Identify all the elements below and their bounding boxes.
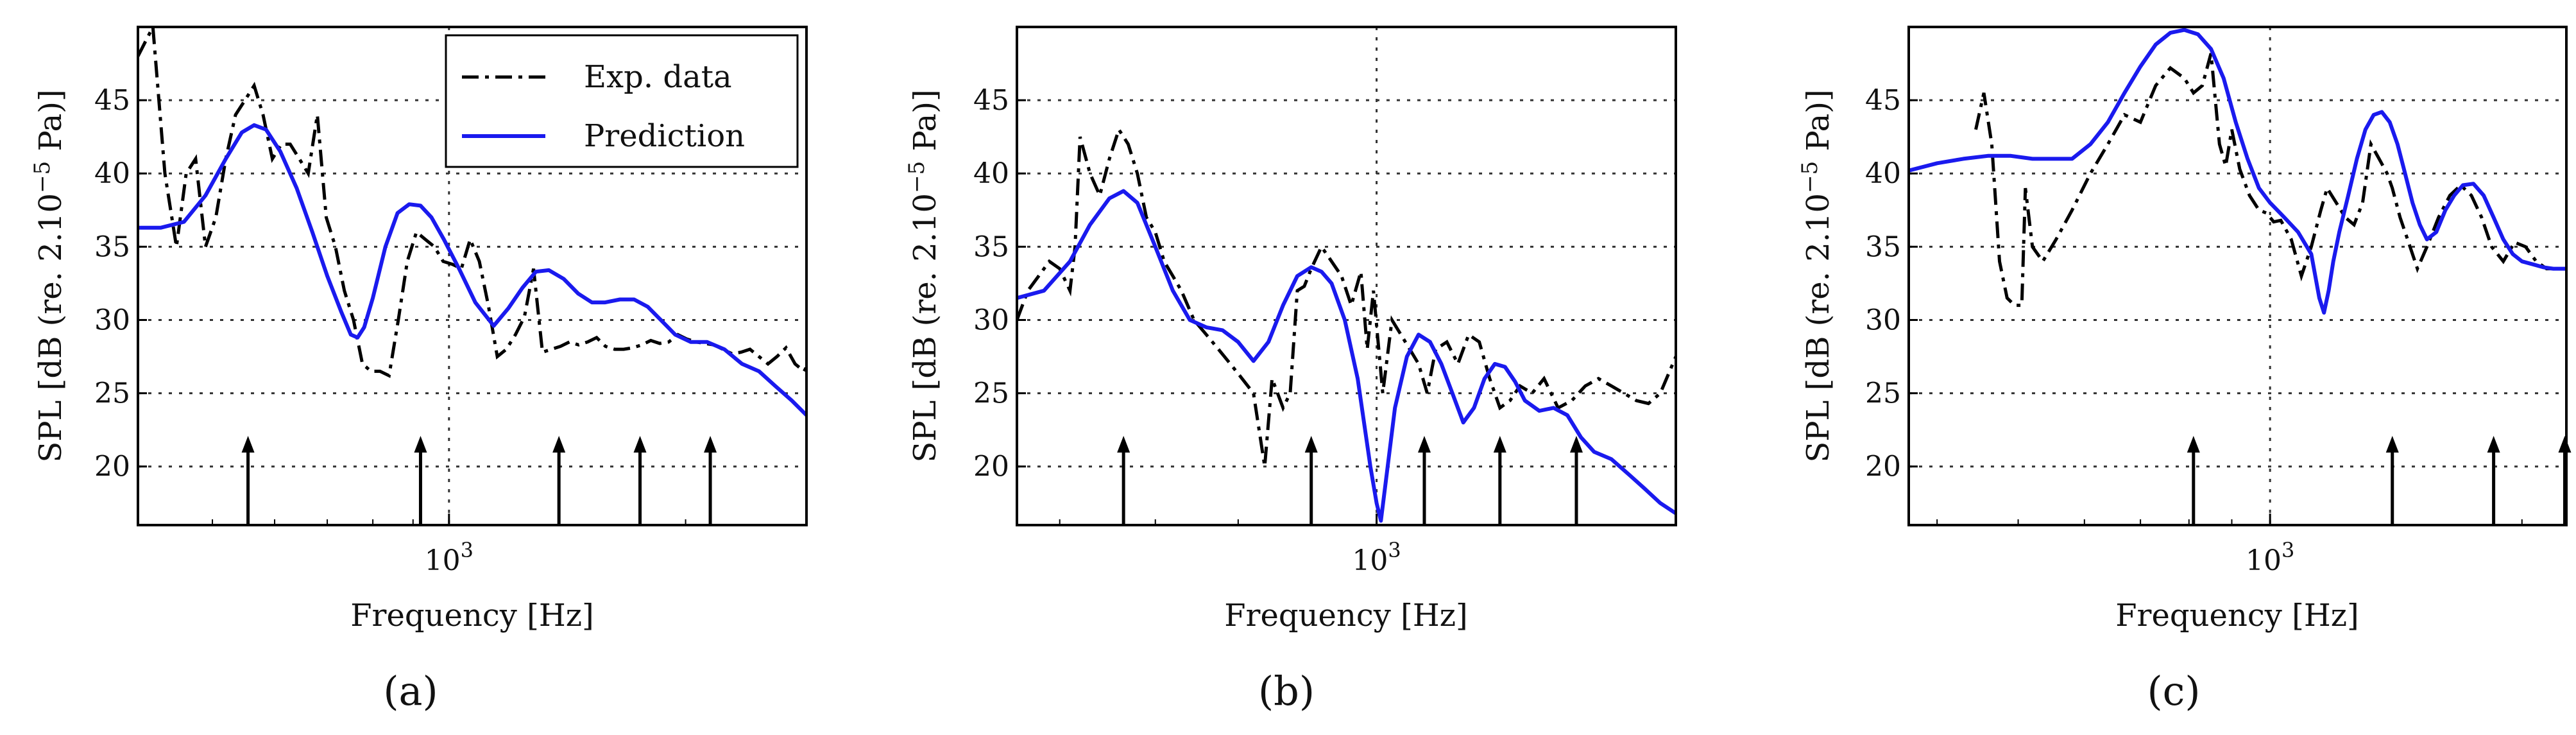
panel-b-xlabel: Frequency [Hz]: [1224, 598, 1467, 634]
panel-c-mode-arrow: [2487, 436, 2500, 525]
panel-c-arrows: [2187, 436, 2572, 525]
panel-c-ytick-label: 30: [1865, 304, 1901, 336]
panel-b: 20 25 30 35 40 45 103 Frequency [Hz] SPL [dB …: [904, 26, 1677, 714]
panel-a-series-exp: [138, 27, 806, 378]
panel-c-mode-arrow: [2385, 436, 2399, 525]
panel-b-xticks: 103: [1059, 514, 1401, 577]
panel-b-ytick-label: 20: [973, 451, 1009, 483]
panel-a-series-pred: [138, 123, 806, 417]
legend-exp-label: Exp. data: [584, 59, 732, 95]
panel-b-mode-arrow: [1117, 436, 1130, 525]
panel-c-frame: [1907, 26, 2568, 526]
panel-c-mode-arrow: [2187, 436, 2200, 525]
panel-b-series-pred: [1017, 189, 1676, 523]
panel-c-series-pred: [1909, 28, 2566, 315]
panel-a-ytick-label: 25: [94, 377, 130, 410]
panel-a-xticks: 103: [212, 514, 687, 577]
panel-c-ytick-label: 35: [1865, 230, 1901, 263]
panel-a-ytick-label: 35: [94, 230, 130, 263]
panel-c-mode-arrow: [2558, 436, 2572, 525]
panel-b-frame: [1016, 26, 1677, 526]
panel-a-mode-arrow: [414, 436, 427, 525]
panel-c-ytick-label: 40: [1865, 157, 1901, 190]
panel-b-ytick-label: 40: [973, 157, 1009, 190]
panel-b-label: (b): [1258, 668, 1315, 714]
panel-c-yticks: 20 25 30 35 40 45: [1865, 84, 1918, 483]
panel-a-mode-arrow: [552, 436, 566, 525]
panel-b-ytick-label: 45: [973, 84, 1009, 117]
panel-c: 20 25 30 35 40 45 103 Frequency [Hz] SPL [dB …: [1797, 26, 2572, 714]
panel-a-ylabel: SPL [dB (re. 2.10−5 Pa)]: [30, 89, 69, 462]
panel-b-ytick-label: 30: [973, 304, 1009, 336]
panel-a-ytick-label: 40: [94, 157, 130, 190]
panel-a-mode-arrow: [241, 436, 255, 525]
panel-a-label: (a): [383, 668, 438, 714]
panel-b-ytick-label: 25: [973, 377, 1009, 410]
panel-b-ytick-label: 35: [973, 230, 1009, 263]
panel-b-xtick-label: 103: [1352, 538, 1401, 577]
panel-c-grid: [1909, 27, 2566, 525]
panel-b-ylabel: SPL [dB (re. 2.10−5 Pa)]: [904, 89, 943, 462]
panel-b-yticks: 20 25 30 35 40 45: [973, 84, 1026, 483]
legend-pred-label: Prediction: [584, 118, 745, 154]
panel-a-mode-arrow: [704, 436, 717, 525]
panel-a-xtick-label: 103: [425, 538, 473, 577]
panel-a-ytick-label: 30: [94, 304, 130, 336]
panel-a-mode-arrow: [633, 436, 647, 525]
panel-b-mode-arrow: [1417, 436, 1431, 525]
panel-c-xtick-label: 103: [2246, 538, 2294, 577]
panel-b-mode-arrow: [1304, 436, 1318, 525]
legend-box: [445, 34, 799, 168]
panel-c-xticks: 103: [1936, 514, 2523, 577]
legend: Exp. data Prediction: [445, 34, 799, 168]
panel-a-xlabel: Frequency [Hz]: [350, 598, 593, 634]
panel-b-series-exp: [1017, 125, 1676, 467]
panel-b-arrows: [1117, 436, 1583, 525]
panel-c-label: (c): [2147, 668, 2200, 714]
panel-a-ytick-label: 20: [94, 451, 130, 483]
panel-a-yticks: 20 25 30 35 40 45: [94, 84, 147, 483]
panel-b-mode-arrow: [1493, 436, 1506, 525]
panel-a-ytick-label: 45: [94, 84, 130, 117]
panel-c-series-exp: [1974, 53, 2566, 307]
panel-c-ylabel: SPL [dB (re. 2.10−5 Pa)]: [1797, 89, 1836, 462]
panel-c-ytick-label: 25: [1865, 377, 1901, 410]
panel-b-mode-arrow: [1569, 436, 1583, 525]
panel-c-ytick-label: 20: [1865, 451, 1901, 483]
panel-c-xlabel: Frequency [Hz]: [2115, 598, 2358, 634]
panel-a-arrows: [241, 436, 717, 525]
panel-a: 20 25 30 35 40 45 103 Frequency [Hz] SPL [dB …: [30, 26, 808, 714]
panel-a-frame: [137, 26, 808, 526]
panel-c-ytick-label: 45: [1865, 84, 1901, 117]
